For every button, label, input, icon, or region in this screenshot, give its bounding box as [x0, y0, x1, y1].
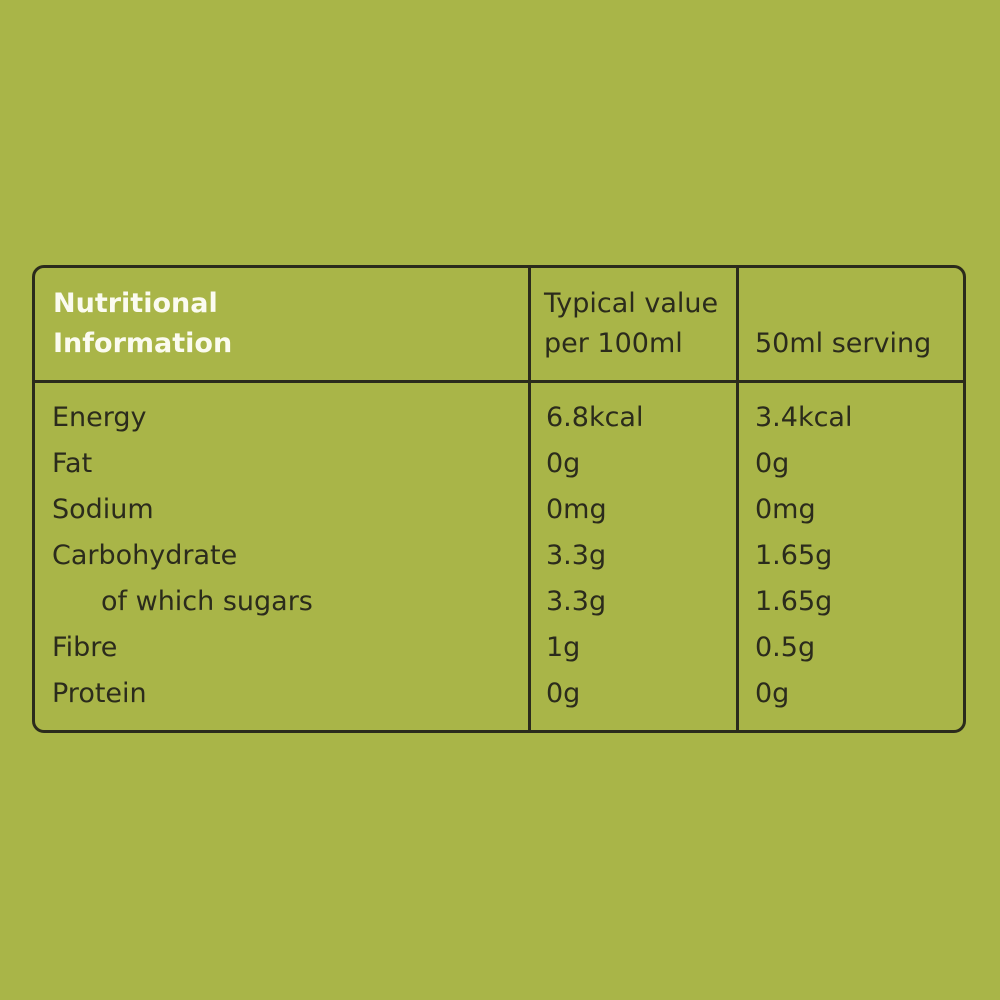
header-per-100ml: Typical value per 100ml	[544, 284, 718, 364]
title-line: Information	[53, 328, 233, 359]
row-per100: 0mg	[546, 494, 607, 525]
row-label: Fibre	[52, 632, 118, 663]
row-serving: 0g	[755, 678, 790, 709]
row-per100: 1g	[546, 632, 581, 663]
column-divider	[528, 268, 531, 730]
row-per100: 0g	[546, 448, 581, 479]
row-serving: 0mg	[755, 494, 816, 525]
row-label: Energy	[52, 402, 147, 433]
row-label: of which sugars	[101, 586, 313, 617]
row-label: Fat	[52, 448, 93, 479]
row-per100: 3.3g	[546, 540, 607, 571]
row-per100: 3.3g	[546, 586, 607, 617]
row-label: Protein	[52, 678, 147, 709]
row-serving: 1.65g	[755, 540, 833, 571]
row-label: Sodium	[52, 494, 154, 525]
row-per100: 6.8kcal	[546, 402, 644, 433]
header-line: Typical value	[544, 288, 719, 319]
row-serving: 0g	[755, 448, 790, 479]
header-serving: 50ml serving	[755, 328, 932, 359]
row-serving: 0.5g	[755, 632, 816, 663]
table-title: Nutritional Information	[53, 284, 232, 364]
header-line: per 100ml	[544, 328, 683, 359]
row-label: Carbohydrate	[52, 540, 238, 571]
nutrition-table: Nutritional Information Typical value pe…	[32, 265, 966, 733]
header-divider	[35, 380, 963, 383]
row-per100: 0g	[546, 678, 581, 709]
column-divider	[736, 268, 739, 730]
row-serving: 3.4kcal	[755, 402, 853, 433]
title-line: Nutritional	[53, 288, 218, 319]
row-serving: 1.65g	[755, 586, 833, 617]
